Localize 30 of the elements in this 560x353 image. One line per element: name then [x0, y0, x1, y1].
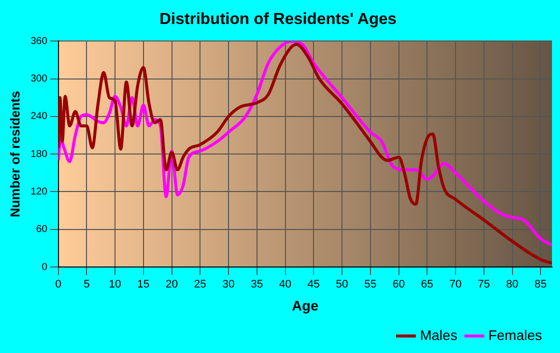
x-tick-label: 60 [392, 278, 405, 291]
legend-label: Females [488, 326, 542, 343]
x-tick-label: 5 [84, 278, 90, 291]
x-tick-label: 25 [194, 278, 206, 291]
legend-label: Males [420, 326, 458, 343]
x-tick-label: 85 [534, 278, 547, 291]
y-tick-label: 360 [30, 36, 48, 47]
x-tick-label: 15 [137, 278, 150, 291]
x-tick-label: 50 [336, 278, 348, 291]
chart-title: Distribution of Residents' Ages [159, 11, 397, 28]
x-tick-label: 0 [55, 278, 62, 291]
y-tick-label: 240 [30, 111, 48, 122]
x-tick-label: 35 [250, 278, 264, 291]
x-tick-label: 65 [421, 278, 434, 291]
x-tick-label: 45 [308, 278, 320, 291]
x-tick-label: 40 [279, 278, 292, 291]
y-tick-label: 120 [30, 186, 48, 198]
x-tick-label: 20 [166, 278, 178, 291]
x-tick-label: 70 [449, 278, 462, 291]
x-axis-title: Age [292, 297, 319, 314]
y-tick-label: 60 [36, 224, 48, 236]
x-tick-label: 10 [108, 278, 122, 291]
x-tick-label: 75 [478, 278, 490, 291]
y-axis-title: Number of residents [7, 90, 22, 218]
y-tick-label: 180 [30, 148, 48, 160]
y-tick-label: 0 [42, 262, 48, 273]
x-tick-label: 80 [506, 278, 518, 291]
x-tick-label: 55 [364, 278, 377, 291]
y-tick-label: 300 [30, 74, 48, 85]
x-tick-label: 30 [222, 278, 235, 291]
